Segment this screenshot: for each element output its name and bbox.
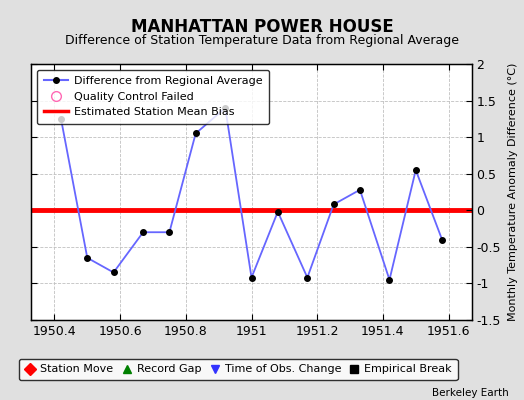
Text: Berkeley Earth: Berkeley Earth	[432, 388, 508, 398]
Y-axis label: Monthly Temperature Anomaly Difference (°C): Monthly Temperature Anomaly Difference (…	[508, 63, 518, 321]
Text: Difference of Station Temperature Data from Regional Average: Difference of Station Temperature Data f…	[65, 34, 459, 47]
Legend: Station Move, Record Gap, Time of Obs. Change, Empirical Break: Station Move, Record Gap, Time of Obs. C…	[19, 359, 457, 380]
Text: MANHATTAN POWER HOUSE: MANHATTAN POWER HOUSE	[130, 18, 394, 36]
